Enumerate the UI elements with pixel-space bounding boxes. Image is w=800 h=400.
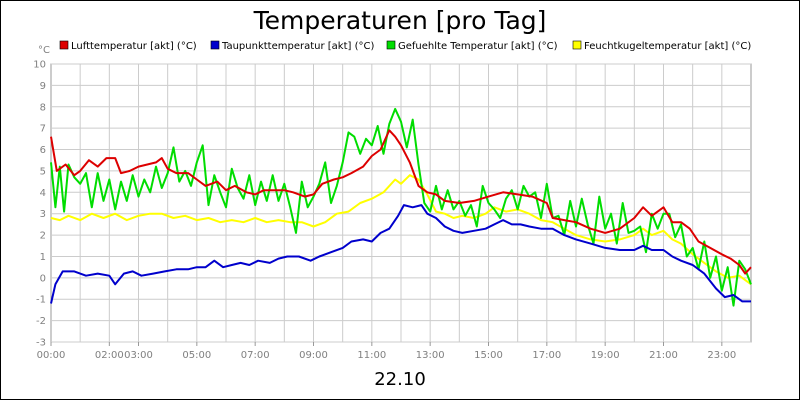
x-tick-label: 23:00 xyxy=(707,350,736,361)
y-axis-ticks: -3 -2 -1 0 1 2 3 4 5 6 7 8 9 10 xyxy=(33,60,46,349)
x-tick-label: 11:00 xyxy=(357,350,386,361)
y-tick-label: 6 xyxy=(40,145,46,156)
x-tick-label: 09:00 xyxy=(299,350,328,361)
y-tick-label: 0 xyxy=(40,273,46,284)
x-tick-label: 02:00 xyxy=(95,350,124,361)
x-tick-label: 21:00 xyxy=(649,350,678,361)
legend-label: Gefuehlte Temperatur [akt] (°C) xyxy=(398,41,558,52)
legend-swatch xyxy=(59,40,69,50)
legend: Lufttemperatur [akt] (°C) Taupunkttempera… xyxy=(59,40,751,52)
y-tick-label: 1 xyxy=(40,252,46,263)
legend-label: Taupunkttemperatur [akt] (°C) xyxy=(221,41,374,52)
y-tick-label: 4 xyxy=(40,188,46,199)
y-tick-label: -2 xyxy=(36,316,46,327)
y-tick-label: -1 xyxy=(36,295,46,306)
x-tick-label: 05:00 xyxy=(182,350,211,361)
x-axis-ticks: 00:00 02:00 03:00 05:00 07:00 09:00 11:00 13:00… xyxy=(37,342,736,361)
legend-label: Feuchtkugeltemperatur [akt] (°C) xyxy=(584,41,751,52)
series-line-4 xyxy=(50,174,752,286)
y-axis-unit: °C xyxy=(38,45,50,56)
series-line-1 xyxy=(50,129,752,275)
y-tick-label: 7 xyxy=(40,124,46,135)
series-lines xyxy=(50,107,752,307)
x-tick-label: 00:00 xyxy=(37,350,66,361)
legend-swatch xyxy=(386,40,396,50)
legend-swatch xyxy=(572,40,582,50)
y-tick-label: 8 xyxy=(40,102,46,113)
series-line-3 xyxy=(50,107,752,307)
date-label: 22.10 xyxy=(374,369,426,390)
x-tick-label: 07:00 xyxy=(241,350,270,361)
y-tick-label: 3 xyxy=(40,209,46,220)
y-tick-label: 5 xyxy=(40,166,46,177)
y-tick-label: -3 xyxy=(36,338,46,349)
x-tick-label: 19:00 xyxy=(591,350,620,361)
y-tick-label: 2 xyxy=(40,231,46,242)
chart-title: Temperaturen [pro Tag] xyxy=(253,6,547,35)
series-line-2 xyxy=(50,204,751,304)
x-tick-label: 17:00 xyxy=(532,350,561,361)
y-tick-label: 10 xyxy=(33,60,46,71)
legend-swatch xyxy=(210,40,220,50)
x-tick-label: 03:00 xyxy=(124,350,153,361)
y-tick-label: 9 xyxy=(40,81,46,92)
legend-label: Lufttemperatur [akt] (°C) xyxy=(71,41,197,52)
x-tick-label: 13:00 xyxy=(416,350,445,361)
x-tick-label: 15:00 xyxy=(474,350,503,361)
